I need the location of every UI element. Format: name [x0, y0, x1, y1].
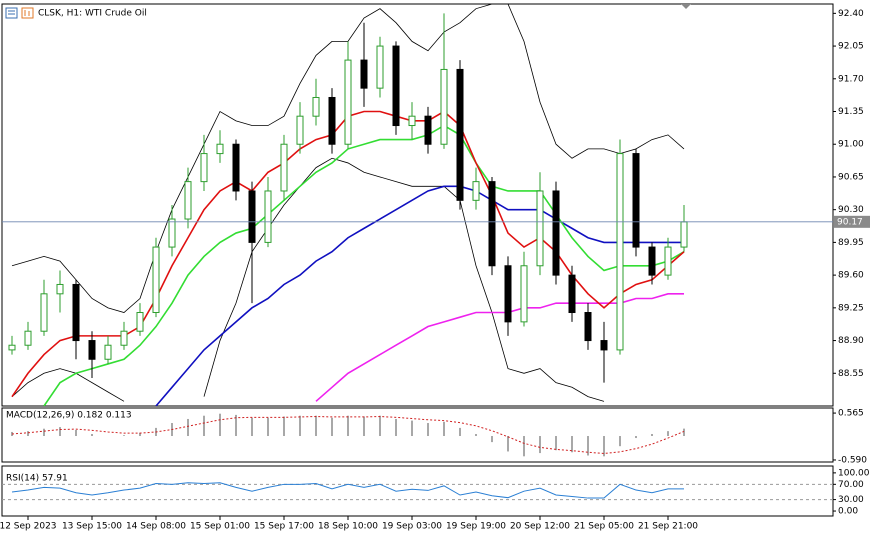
candle-body [56, 283, 64, 295]
main-panel [1, 3, 834, 407]
candle-body [232, 143, 240, 192]
y-tick-label: 89.95 [838, 238, 864, 248]
y-tick-label: 90.30 [838, 205, 864, 215]
candle-body [104, 344, 112, 360]
candle-body [88, 340, 96, 360]
candle-body [184, 181, 192, 220]
panel-content [2, 482, 833, 501]
last-price-box [834, 215, 870, 228]
y-tick-label: 30.00 [838, 495, 864, 505]
y-tick-label: 0.00 [838, 507, 858, 517]
y-tick-label: 91.00 [838, 140, 864, 150]
candle-body [424, 115, 432, 145]
x-tick-label: 18 Sep 10:00 [318, 522, 378, 532]
candle-body [24, 330, 32, 346]
x-tick-label: 20 Sep 12:00 [510, 522, 570, 532]
candle-body [248, 190, 256, 243]
candle-body [536, 190, 544, 267]
candle-body [168, 218, 176, 248]
y-tick-label: 100.00 [838, 468, 870, 478]
x-tick-label: 21 Sep 21:00 [638, 522, 698, 532]
y-tick-label: 92.40 [838, 9, 864, 19]
candle-body [344, 59, 352, 145]
macd-title: MACD(12,26,9) 0.182 0.113 [6, 411, 132, 421]
last-price-label: 90.17 [837, 217, 863, 227]
candle-body [488, 181, 496, 267]
candle-body [520, 265, 528, 323]
x-tick-label: 15 Sep 17:00 [254, 522, 314, 532]
x-tick-label: 14 Sep 08:00 [126, 522, 186, 532]
y-tick-label: 70.00 [838, 480, 864, 490]
y-tick-label: -0.590 [838, 455, 867, 465]
candle-body [40, 293, 48, 332]
y-tick-label: 91.35 [838, 107, 864, 117]
candle-body [504, 265, 512, 323]
indicator-line [43, 124, 685, 406]
candle-body [296, 115, 304, 145]
candle-body [680, 221, 688, 248]
indicator-line [11, 416, 685, 454]
icon[interactable] [21, 7, 34, 19]
x-tick-label: 15 Sep 01:00 [190, 522, 250, 532]
candle-body [328, 96, 336, 145]
indicator-line [155, 185, 684, 406]
candle-body [360, 59, 368, 89]
candle-body [584, 312, 592, 342]
y-tick-label: 88.90 [838, 336, 864, 346]
header-icons [5, 7, 34, 19]
rsi-title: RSI(14) 57.91 [6, 474, 68, 484]
candle-body [616, 153, 624, 351]
candle-body [568, 274, 576, 314]
y-tick-label: 89.60 [838, 271, 864, 281]
indicator-line [11, 4, 685, 313]
y-tick-label: 92.05 [838, 42, 864, 52]
x-tick-label: 19 Sep 19:00 [446, 522, 506, 532]
y-tick-label: 88.55 [838, 369, 864, 379]
x-tick-label: 13 Sep 15:00 [62, 522, 122, 532]
panel-content [11, 413, 685, 457]
candle-body [440, 68, 448, 145]
candle-body [392, 45, 400, 127]
candle-body [152, 246, 160, 314]
x-tick-label: 19 Sep 03:00 [382, 522, 442, 532]
candle-body [648, 246, 656, 276]
candle-body [200, 153, 208, 183]
candle-body [664, 246, 672, 276]
y-tick-label: 91.70 [838, 74, 864, 84]
y-tick-label: 90.65 [838, 172, 864, 182]
chart-title: CLSK, H1: WTI Crude Oil [38, 9, 147, 19]
candle-body [472, 181, 480, 201]
y-tick-label: 89.25 [838, 303, 864, 313]
candle-body [216, 143, 224, 155]
candle-body [280, 143, 288, 192]
y-tick-label: 0.565 [838, 409, 864, 419]
candle-body [72, 283, 80, 342]
candle-body [136, 312, 144, 332]
macd-panel [1, 407, 834, 463]
icon[interactable] [5, 7, 18, 19]
candle-body [312, 96, 320, 117]
candle-body [120, 330, 128, 346]
rsi-panel [1, 465, 834, 517]
candle-body [600, 340, 608, 351]
candle-body [456, 68, 464, 201]
panel-content [8, 4, 688, 406]
x-tick-label: 12 Sep 2023 [0, 522, 57, 532]
candle-body [264, 190, 272, 243]
candle-body [8, 344, 16, 351]
indicator-line [11, 482, 685, 499]
x-tick-label: 21 Sep 05:00 [574, 522, 634, 532]
candle-body [632, 153, 640, 248]
shift-marker[interactable] [681, 4, 691, 9]
candle-body [408, 115, 416, 127]
candle-body [376, 45, 384, 89]
candle-body [552, 190, 560, 276]
